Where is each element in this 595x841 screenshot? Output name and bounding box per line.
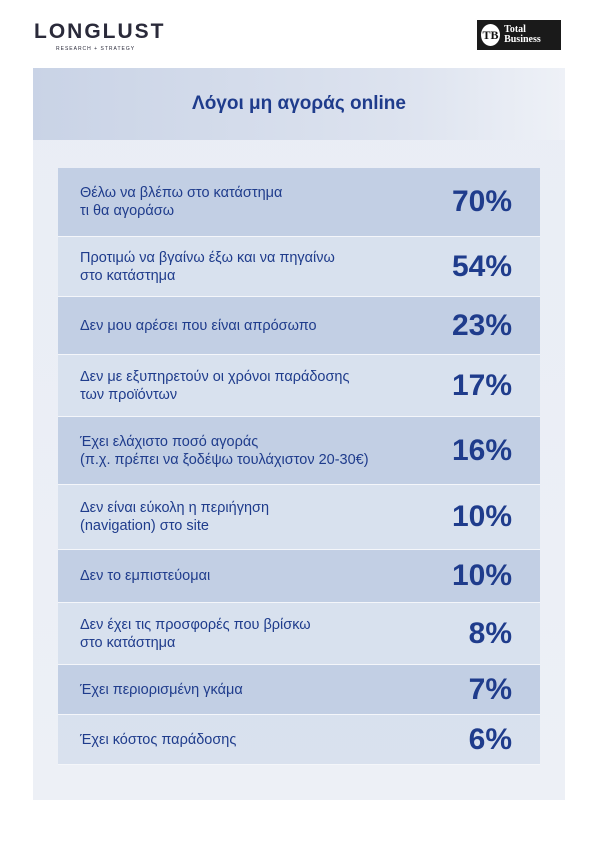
reason-label-line: Δεν το εμπιστεύομαι (80, 568, 211, 584)
reason-row: Δεν έχει τις προσφορές που βρίσκω στο κατ… (58, 603, 540, 665)
reason-row: Έχει κόστος παράδοσης 6% (58, 715, 540, 765)
reason-label-line: στο κατάστημα (80, 634, 176, 651)
partner-name: Total Business (504, 24, 541, 45)
reason-label: Έχει ελάχιστο ποσό αγοράς (π.χ. πρέπει να… (80, 433, 369, 469)
reason-value: 7% (468, 672, 512, 706)
reason-label-line: των προϊόντων (80, 386, 178, 403)
reason-label: Δεν με εξυπηρετούν οι χρόνοι παράδοσης τω… (80, 368, 350, 404)
reason-label-line: Δεν με εξυπηρετούν οι χρόνοι παράδοσης (80, 368, 350, 385)
reason-value: 10% (451, 559, 512, 592)
reason-label: Έχει περιορισμένη γκάμα (80, 681, 243, 699)
reason-label-line: στο κατάστημα (80, 267, 176, 284)
title: Λόγοι μη αγοράς online (192, 93, 406, 114)
reason-value: 17% (451, 368, 512, 402)
reason-row: Δεν μου αρέσει που είναι απρόσωπο 23% (58, 297, 540, 355)
reason-label-line: Δεν μου αρέσει που είναι απρόσωπο (80, 317, 317, 334)
reason-label: Δεν το εμπιστεύομαι (80, 567, 210, 585)
reason-label: Δεν έχει τις προσφορές που βρίσκω στο κατ… (80, 616, 311, 652)
reason-value: 54% (451, 249, 512, 283)
reason-list: Θέλω να βλέπω στο κατάστημα τι θα αγοράσω… (58, 168, 540, 765)
reason-row: Δεν είναι εύκολη η περιήγηση (navigation)… (58, 485, 540, 550)
reason-value: 70% (451, 185, 512, 218)
reason-label-line: (navigation) στο site (80, 518, 209, 534)
reason-label: Προτιμώ να βγαίνω έξω και να πηγαίνω στο … (80, 249, 335, 285)
reason-label-line: (π.χ. πρέπει να ξοδέψω τουλάχιστον 20-30… (80, 451, 369, 468)
reason-label-line: Έχει κόστος παράδοσης (80, 731, 237, 748)
reason-value: 8% (468, 616, 512, 650)
reason-label-line: Θέλω να βλέπω στο κατάστημα (80, 185, 283, 201)
reason-value: 6% (468, 722, 512, 756)
brand-name: LONGLUST (34, 20, 166, 43)
reason-label-line: Δεν έχει τις προσφορές που βρίσκω (80, 616, 311, 633)
reason-row: Προτιμώ να βγαίνω έξω και να πηγαίνω στο … (58, 237, 540, 297)
reason-row: Έχει ελάχιστο ποσό αγοράς (π.χ. πρέπει να… (58, 417, 540, 485)
reason-label: Έχει κόστος παράδοσης (80, 731, 236, 749)
reason-label-line: Έχει ελάχιστο ποσό αγοράς (80, 433, 259, 450)
reason-value: 10% (451, 500, 512, 533)
reason-label-line: Δεν είναι εύκολη η περιήγηση (80, 500, 270, 516)
brand-tagline: RESEARCH + STRATEGY (56, 46, 136, 52)
reason-label: Δεν μου αρέσει που είναι απρόσωπο (80, 317, 317, 335)
reason-label: Δεν είναι εύκολη η περιήγηση (navigation)… (80, 499, 269, 535)
brand: LONGLUST RESEARCH + STRATEGY (34, 20, 166, 52)
reason-label-line: Προτιμώ να βγαίνω έξω και να πηγαίνω (80, 249, 335, 266)
reason-label-line: τι θα αγοράσω (80, 203, 175, 219)
reason-row: Δεν το εμπιστεύομαι 10% (58, 550, 540, 603)
reason-row: Θέλω να βλέπω στο κατάστημα τι θα αγοράσω… (58, 168, 540, 237)
partner-mark: TB (481, 24, 501, 46)
reason-row: Δεν με εξυπηρετούν οι χρόνοι παράδοσης τω… (58, 355, 540, 417)
reason-value: 16% (451, 433, 512, 467)
reason-label: Θέλω να βλέπω στο κατάστημα τι θα αγοράσω (80, 184, 282, 220)
partner-logo: TB Total Business (477, 20, 561, 50)
reason-label-line: Έχει περιορισμένη γκάμα (80, 681, 243, 698)
reason-value: 23% (451, 308, 512, 342)
title-band: Λόγοι μη αγοράς online (33, 68, 565, 140)
reason-row: Έχει περιορισμένη γκάμα 7% (58, 665, 540, 715)
